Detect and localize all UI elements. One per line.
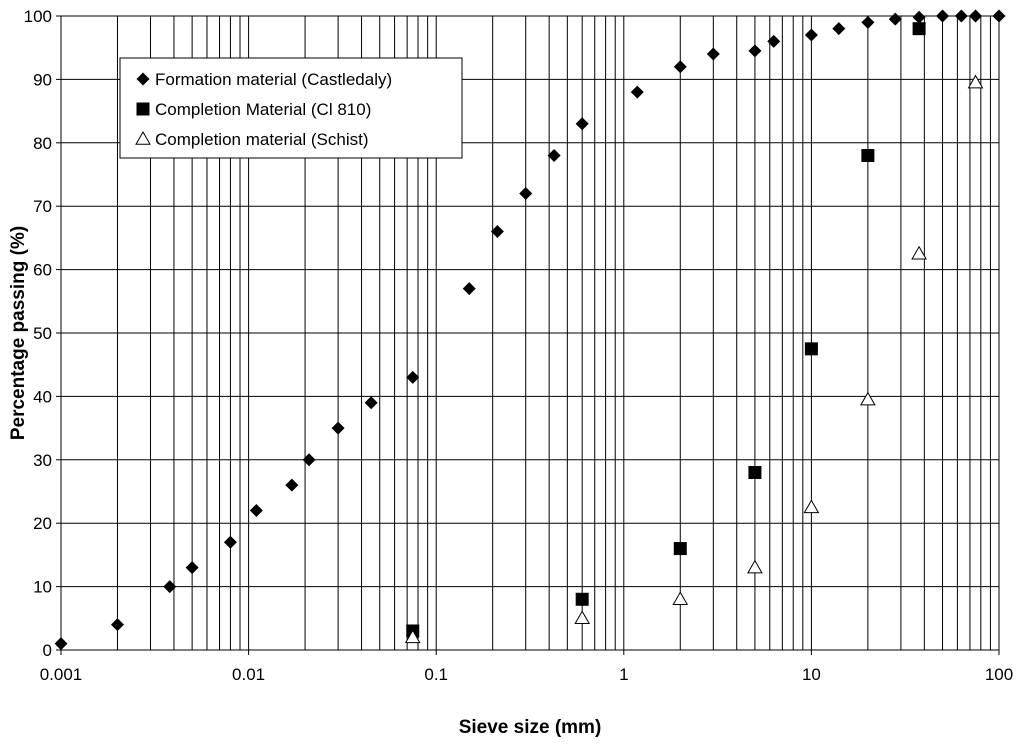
castledaly-point: [331, 421, 345, 435]
x-tick-label: 10: [802, 665, 821, 684]
x-tick-label: 0.1: [424, 665, 448, 684]
x-axis-title: Sieve size (mm): [459, 717, 602, 738]
castledaly-point: [406, 370, 420, 384]
cl810-point: [748, 465, 762, 479]
y-tick-label: 30: [33, 451, 52, 470]
cl810-point: [673, 542, 687, 556]
castledaly-point: [630, 85, 644, 99]
series-cl810: [406, 22, 926, 638]
axis-ticks: 0 10 20 30 40 50 60 70 80 90 100 0.001 0.01 0.1 1 10 100: [24, 7, 1014, 684]
legend-label: Completion material (Schist): [155, 130, 369, 149]
schist-point: [860, 391, 876, 406]
y-tick-label: 10: [33, 578, 52, 597]
castledaly-point: [575, 117, 589, 131]
cl810-point: [861, 148, 875, 162]
castledaly-point: [673, 60, 687, 74]
castledaly-point: [490, 225, 504, 239]
schist-point: [967, 74, 984, 89]
castledaly-point: [223, 535, 237, 549]
castledaly-point: [832, 22, 846, 36]
x-tick-label: 1: [619, 665, 628, 684]
schist-point: [747, 559, 763, 574]
legend-label: Formation material (Castledaly): [155, 70, 392, 89]
castledaly-point: [767, 34, 781, 48]
castledaly-point: [462, 282, 476, 296]
castledaly-point: [748, 44, 762, 58]
castledaly-point: [547, 148, 561, 162]
y-tick-label: 0: [43, 641, 52, 660]
castledaly-point: [912, 10, 926, 24]
castledaly-point: [954, 9, 968, 23]
series-castledaly: [54, 9, 1006, 651]
castledaly-point: [54, 637, 68, 651]
castledaly-point: [519, 187, 533, 201]
cl810-point: [912, 22, 926, 36]
castledaly-point: [249, 504, 263, 518]
castledaly-point: [936, 9, 950, 23]
data-points: [54, 9, 1006, 651]
y-tick-label: 70: [33, 197, 52, 216]
x-tick-label: 100: [985, 665, 1013, 684]
schist-point: [672, 591, 689, 606]
castledaly-point: [185, 561, 199, 575]
y-tick-label: 80: [33, 134, 52, 153]
y-tick-label: 90: [33, 70, 52, 89]
cl810-point: [804, 342, 818, 356]
legend-box: [119, 57, 463, 159]
legend: Formation material (Castledaly) Completio…: [119, 57, 463, 159]
castledaly-point: [888, 12, 902, 26]
castledaly-point: [861, 15, 875, 29]
castledaly-point: [302, 453, 316, 467]
schist-point: [911, 245, 927, 260]
castledaly-point: [163, 580, 177, 594]
castledaly-point: [992, 9, 1006, 23]
series-schist: [404, 74, 984, 644]
legend-marker-castledaly: [136, 72, 150, 86]
legend-marker-schist: [135, 130, 151, 145]
schist-point: [404, 629, 421, 644]
schist-point: [574, 610, 591, 625]
y-axis-title: Percentage passing (%): [8, 226, 29, 440]
y-tick-label: 20: [33, 514, 52, 533]
cl810-point: [575, 592, 589, 606]
castledaly-point: [969, 9, 983, 23]
legend-marker-cl810: [136, 102, 150, 116]
castledaly-point: [110, 618, 124, 632]
y-tick-label: 50: [33, 324, 52, 343]
castledaly-point: [285, 478, 299, 492]
y-tick-label: 40: [33, 387, 52, 406]
castledaly-point: [804, 28, 818, 42]
x-tick-label: 0.01: [232, 665, 265, 684]
castledaly-point: [364, 396, 378, 410]
castledaly-point: [706, 47, 720, 61]
schist-point: [803, 499, 820, 514]
legend-label: Completion Material (Cl 810): [155, 100, 371, 119]
y-tick-label: 60: [33, 261, 52, 280]
y-tick-label: 100: [24, 7, 52, 26]
x-tick-label: 0.001: [40, 665, 83, 684]
